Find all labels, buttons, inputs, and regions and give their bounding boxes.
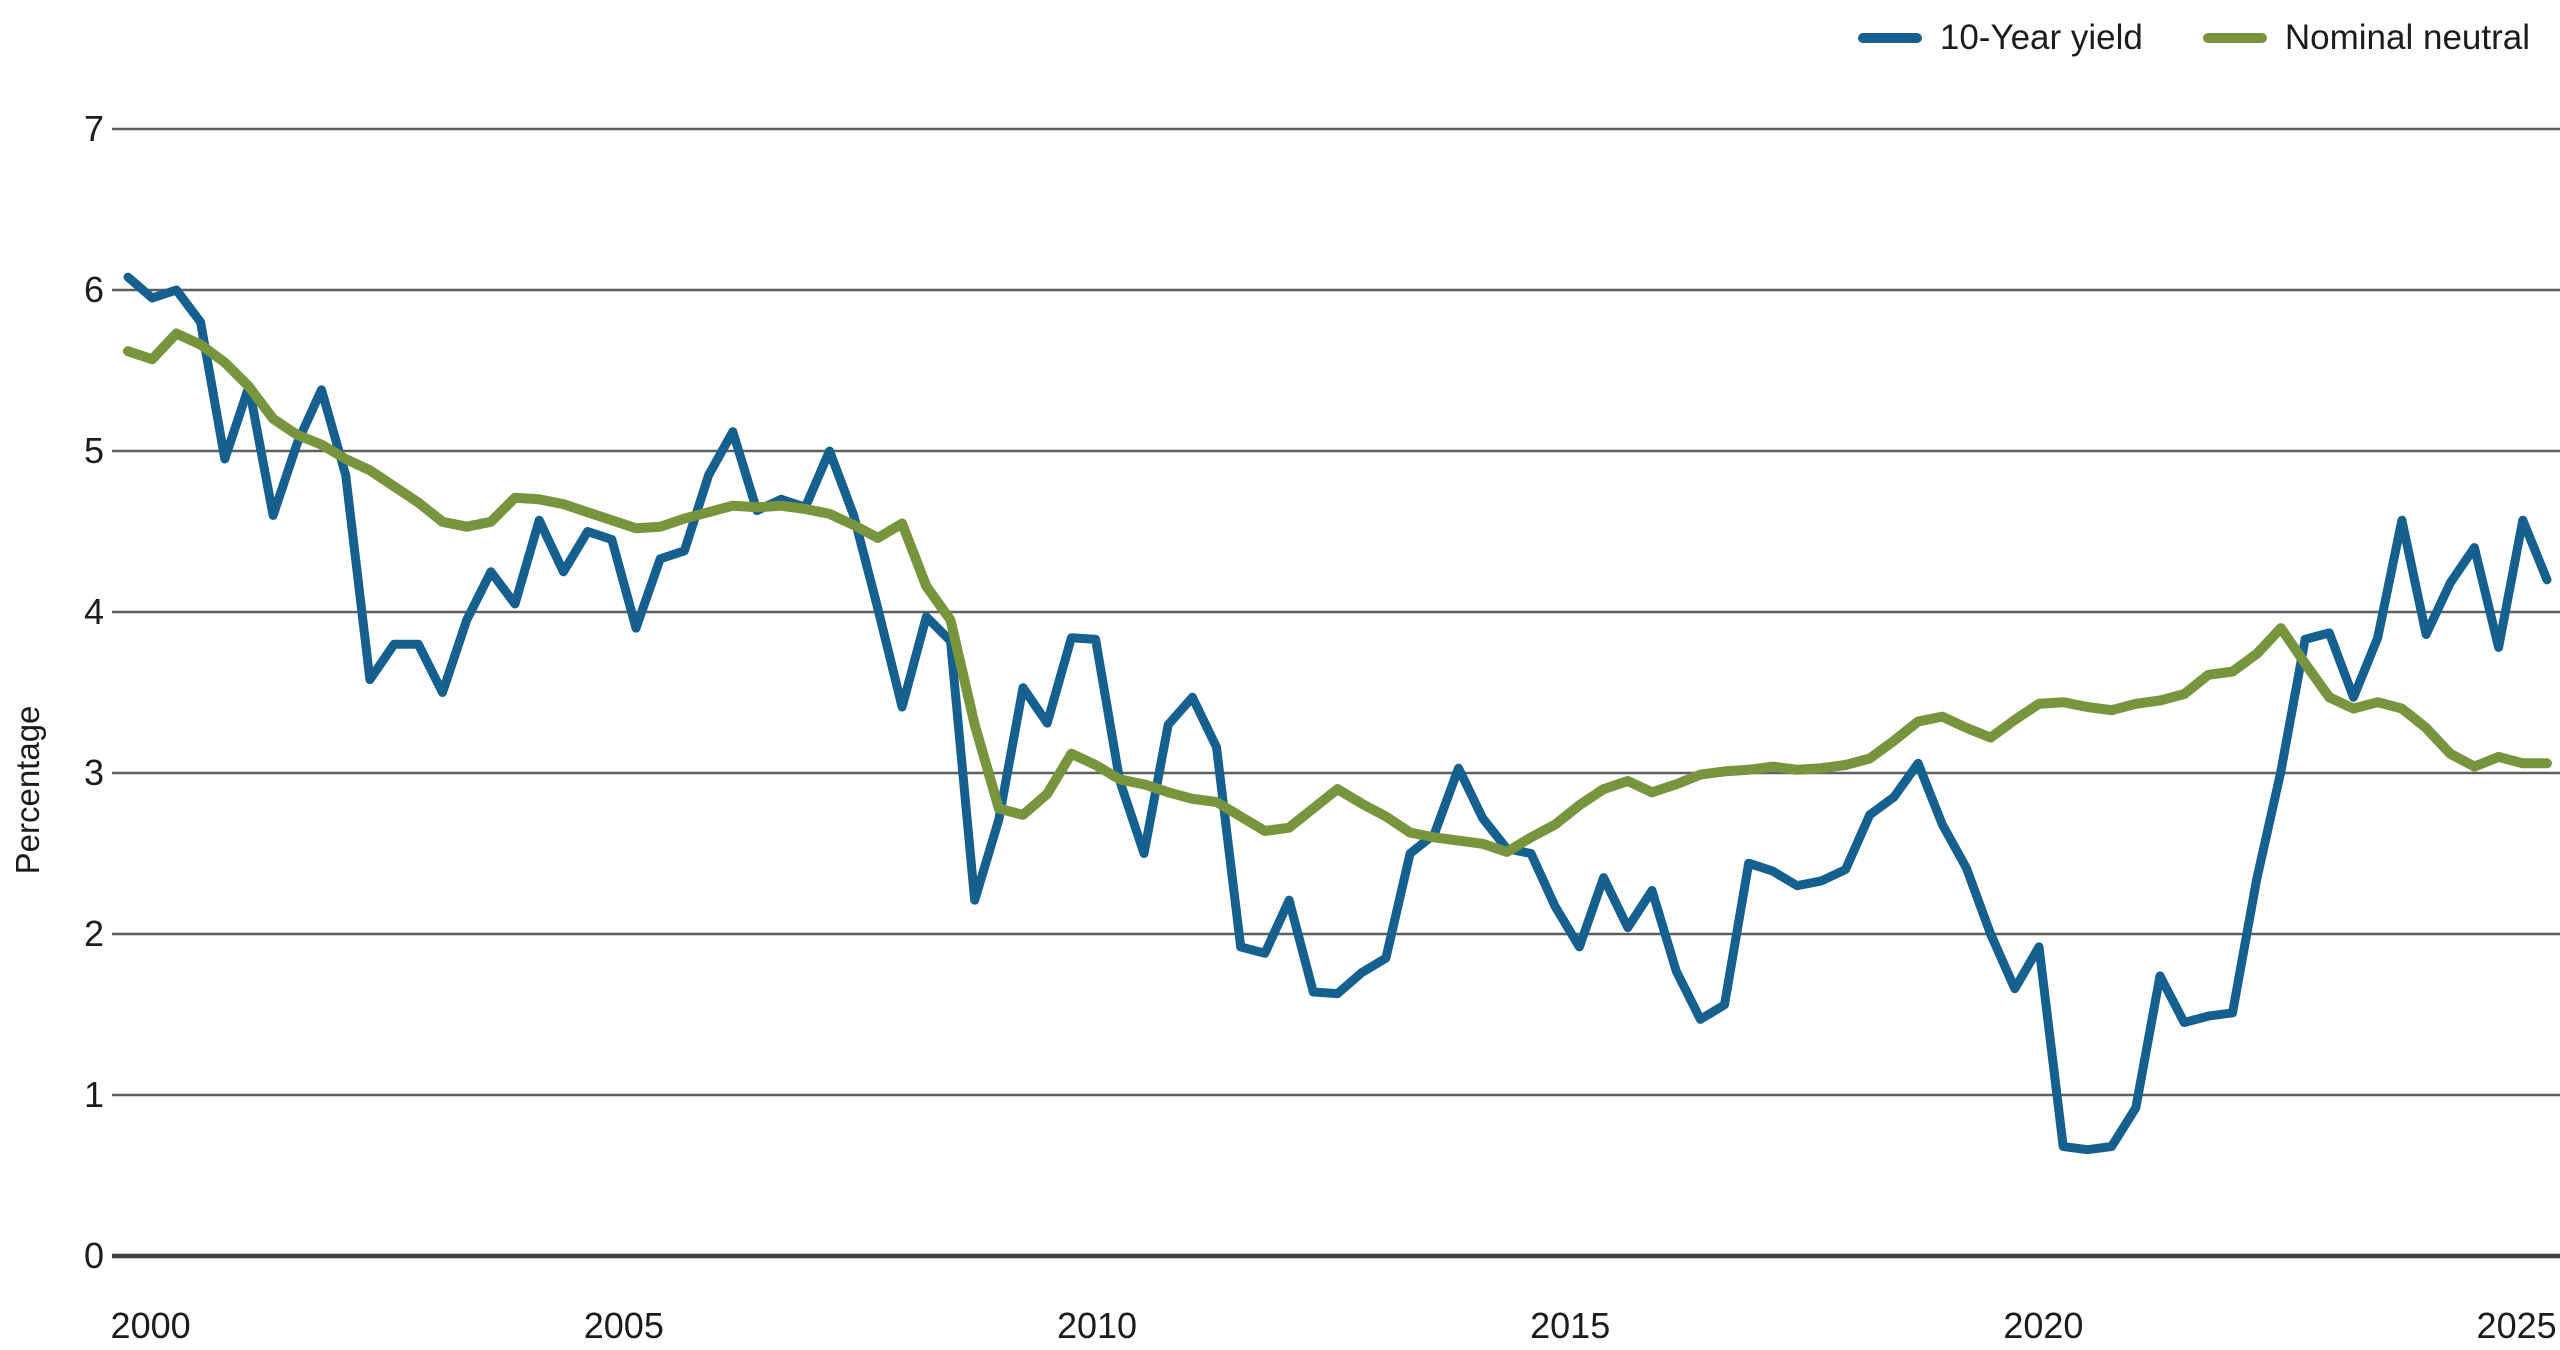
legend-label: Nominal neutral	[2284, 18, 2530, 57]
y-tick-label-5: 5	[84, 430, 104, 471]
y-axis-title: Percentage	[9, 706, 47, 875]
x-tick-label-2005: 2005	[584, 1305, 664, 1346]
y-tick-label-1: 1	[84, 1074, 104, 1115]
series-line-nominal-neutral	[123, 328, 2552, 857]
y-tick-label-6: 6	[84, 269, 104, 310]
y-tick-label-7: 7	[84, 108, 104, 149]
y-axis-title-text: Percentage	[9, 705, 46, 875]
legend-label: 10-Year yield	[1939, 18, 2143, 57]
legend-swatch-blue-line-icon	[1857, 33, 1922, 43]
x-tick-label-2025: 2025	[2477, 1305, 2557, 1346]
legend-item-10-year-yield: 10-Year yield	[1857, 18, 2143, 58]
y-tick-label-3: 3	[84, 752, 104, 793]
legend-item-nominal-neutral: Nominal neutral	[2202, 18, 2530, 58]
legend-swatch-green-line-icon	[2202, 33, 2267, 43]
x-tick-label-2015: 2015	[1530, 1305, 1610, 1346]
x-tick-label-2020: 2020	[2003, 1305, 2083, 1346]
x-tick-label-2000: 2000	[111, 1305, 191, 1346]
y-tick-label-0: 0	[84, 1235, 104, 1276]
x-tick-label-2010: 2010	[1057, 1305, 1137, 1346]
y-tick-label-2: 2	[84, 913, 104, 954]
y-tick-label-4: 4	[84, 591, 104, 632]
series-line-10-year-yield	[123, 272, 2552, 1155]
chart-legend: 10-Year yield Nominal neutral	[1857, 18, 2530, 58]
